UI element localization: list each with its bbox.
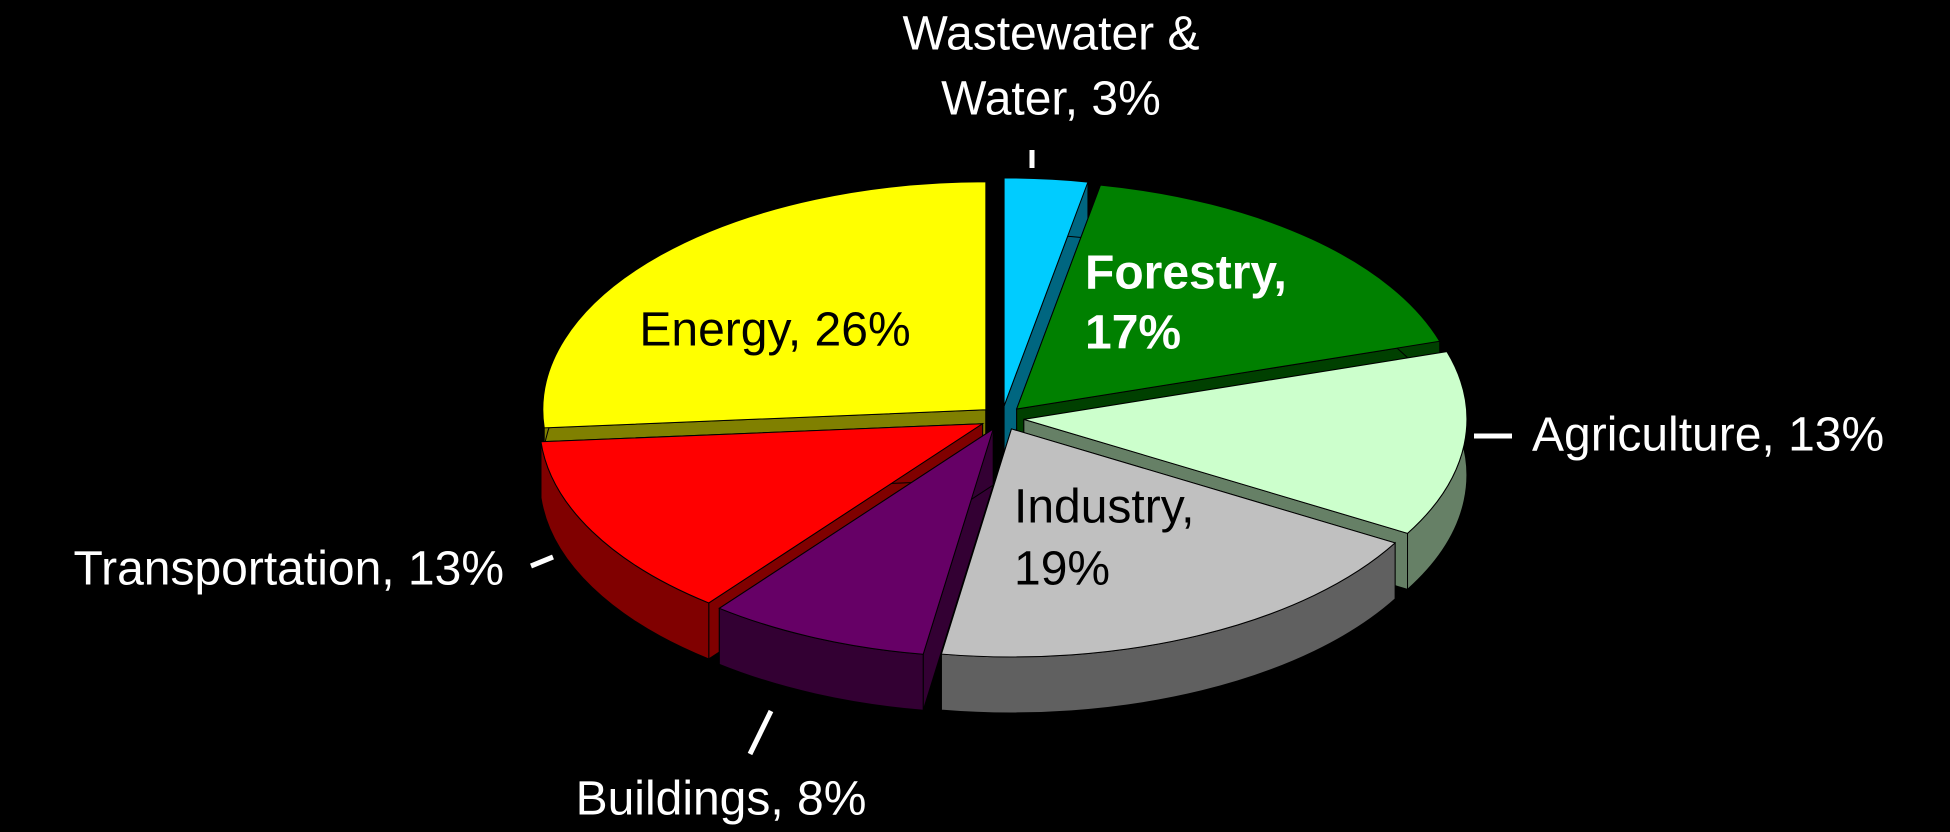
slice <box>940 428 1397 658</box>
slice <box>542 181 987 429</box>
slice-label: Forestry, <box>1085 247 1287 300</box>
slice <box>940 428 1397 714</box>
slice-label: 17% <box>1085 307 1181 360</box>
slice-label: Water, 3% <box>941 73 1161 126</box>
slice-label: 19% <box>1014 543 1110 596</box>
slice-label: Agriculture, 13% <box>1532 409 1884 462</box>
slice <box>718 427 995 655</box>
leader-line <box>530 554 554 569</box>
slice <box>1003 177 1089 407</box>
slice <box>1023 351 1468 534</box>
slice-label: Industry, <box>1014 481 1195 534</box>
slice-label: Energy, 26% <box>639 304 910 357</box>
slice <box>540 423 985 604</box>
leader-line <box>747 709 774 756</box>
slice-label: Transportation, 13% <box>74 543 504 596</box>
slice <box>1015 184 1441 410</box>
slice-label: Wastewater & <box>903 8 1200 61</box>
slice-label: Buildings, 8% <box>576 773 867 826</box>
slice <box>718 427 995 711</box>
